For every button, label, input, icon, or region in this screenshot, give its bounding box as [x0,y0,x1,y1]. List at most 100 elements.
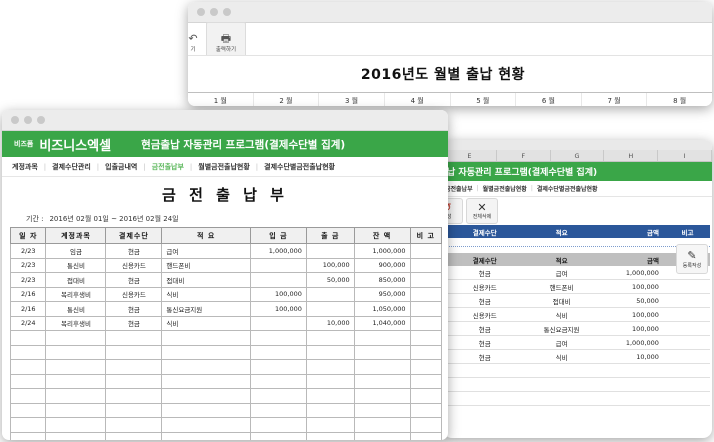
summary-row[interactable]: 현금 접대비 50,000 [445,294,710,308]
main-nav-item-5[interactable]: 결제수단별금전출납현황 [264,162,335,171]
chart-window-titlebar[interactable] [188,2,712,23]
summary-cell-3 [665,280,710,293]
summary-cell-empty [525,392,599,405]
table-cell-empty [161,330,251,346]
blue-header-cell-0: 결제수단 [472,228,497,237]
main-program-title-bar: 비즈폼 비즈니스엑셀 현금출납 자동관리 프로그램(결제수단별 집계) [2,131,448,157]
period-row: 기간 : 2016년 02월 01일 ~ 2016년 02월 24일 [2,211,448,227]
right-nav-item-2[interactable]: 결제수단별금전출납현황 [536,186,598,193]
save-button[interactable]: ↶ 기 [188,23,204,55]
table-row[interactable]: 2/23 임금 현금 급여 1,000,000 1,000,000 [9,243,443,259]
column-header-F[interactable]: F [497,150,551,161]
main-nav-item-4[interactable]: 월별금전출납현황 [198,162,250,171]
minimize-traffic-light[interactable] [210,8,218,16]
table-cell-empty [161,402,251,418]
table-cell-empty [45,344,107,360]
main-window-titlebar[interactable] [2,110,448,131]
column-header-I[interactable]: I [658,150,712,161]
summary-row[interactable]: 신용카드 핸드폰비 100,000 [445,280,710,294]
summary-cell-0: 현금 [478,339,491,348]
summary-cell-2: 100,000 [632,310,659,319]
summary-row[interactable]: 현금 급여 1,000,000 [445,266,710,280]
delete-all-button[interactable]: ✕ 전체삭제 [466,198,498,224]
minimize-traffic-light[interactable] [24,116,32,124]
table-row[interactable]: 2/16 통신비 현금 통신요금지원 100,000 1,050,000 [9,301,443,317]
main-nav-item-0[interactable]: 계정과목 [12,162,38,171]
table-cell-empty [105,373,163,389]
table-row-empty[interactable] [9,373,443,389]
table-row-empty[interactable] [9,417,443,433]
table-cell-empty [249,330,307,346]
table-row[interactable]: 2/23 접대비 현금 접대비 50,000 850,000 [9,272,443,288]
table-cell-empty [45,402,107,418]
summary-row[interactable]: 현금 통신요금지원 100,000 [445,322,710,336]
table-body[interactable]: 2/23 임금 현금 급여 1,000,000 1,000,000 2/23 통신비 신용카드 핸… [9,243,443,440]
summary-cell-empty [445,378,525,391]
th-4: 입 금 [249,227,307,244]
main-nav-item-2[interactable]: 입출금내역 [105,162,138,171]
column-header-G[interactable]: G [551,150,605,161]
right-nav-bar[interactable]: 금전출납부 | 월별금전출납현황 | 결제수단별금전출납현황 [443,181,712,197]
table-row-empty[interactable] [9,330,443,346]
table-row-empty[interactable] [9,402,443,418]
main-nav-bar[interactable]: 계정과목 | 결제수단관리 | 입출금내역 | 금전출납부 | 월별금전출납현황 | 결제수단별금전… [2,157,448,177]
right-program-title-bar: 납 자동관리 프로그램(결제수단별 집계) [443,162,712,181]
maximize-traffic-light[interactable] [37,116,45,124]
table-row-empty[interactable] [9,388,443,404]
main-nav-item-3[interactable]: 금전출납부 [151,162,184,171]
right-nav-item-1[interactable]: 월별금전출납현황 [482,186,527,193]
print-icon: 🖶 [220,32,232,45]
table-cell-3: 식비 [161,286,251,302]
summary-row[interactable]: 현금 급여 1,000,000 [445,336,710,350]
summary-cell-1: 급여 [555,269,568,278]
blue-header-cell-3: 비고 [681,228,694,237]
table-cell-empty [409,388,443,404]
cashbook-window[interactable]: 비즈폼 비즈니스엑셀 현금출납 자동관리 프로그램(결제수단별 집계) 계정과목… [2,110,448,440]
table-row-empty[interactable] [9,359,443,375]
summary-row[interactable]: 현금 식비 10,000 [445,350,710,364]
print-button[interactable]: 🖶 출력하기 [206,22,246,55]
table-cell-empty [305,431,355,440]
print-button-label: 출력하기 [215,47,237,53]
table-row[interactable]: 2/16 복리후생비 신용카드 식비 100,000 950,000 [9,286,443,302]
table-row-empty[interactable] [9,431,443,440]
summary-row-empty[interactable] [445,378,710,392]
table-row-empty[interactable] [9,344,443,360]
right-nav-item-0[interactable]: 금전출납부 [445,186,473,193]
table-row[interactable]: 2/24 복리후생비 현금 식비 10,000 1,040,000 [9,315,443,331]
table-cell-empty [409,373,443,389]
table-cell-3: 통신요금지원 [161,301,251,317]
register-button[interactable]: ✎ 등록작성 [676,244,708,274]
summary-row-empty[interactable] [445,392,710,406]
column-header-H[interactable]: H [604,150,659,161]
period-label: 기간 : [26,215,44,223]
maximize-traffic-light[interactable] [223,8,231,16]
table-cell-2: 현금 [105,301,163,317]
column-header-E[interactable]: E [443,150,497,161]
main-nav-item-1[interactable]: 결제수단관리 [52,162,91,171]
close-traffic-light[interactable] [11,116,19,124]
table-cell-6: 1,000,000 [353,243,411,259]
table-cell-empty [9,344,47,360]
table-row[interactable]: 2/23 통신비 신용카드 핸드폰비 100,000 900,000 [9,257,443,273]
table-cell-empty [161,431,251,440]
table-cell-6: 950,000 [353,286,411,302]
table-cell-4 [249,315,307,331]
table-cell-5 [305,301,355,317]
nav-separator: | [476,185,479,192]
table-cell-empty [305,344,355,360]
summary-cell-1: 핸드폰비 [549,283,574,292]
summary-row-empty[interactable] [445,364,710,378]
summary-cell-1: 접대비 [552,297,571,306]
chart-window-toolbar: ↶ 기 🖶 출력하기 [188,22,712,56]
summary-cell-0: 신용카드 [472,283,497,292]
right-program-title: 납 자동관리 프로그램(결제수단별 집계) [447,168,598,178]
summary-row[interactable]: 신용카드 식비 100,000 [445,308,710,322]
save-button-label: 기 [190,47,196,53]
close-traffic-light[interactable] [197,8,205,16]
summary-cell-3 [665,322,710,335]
